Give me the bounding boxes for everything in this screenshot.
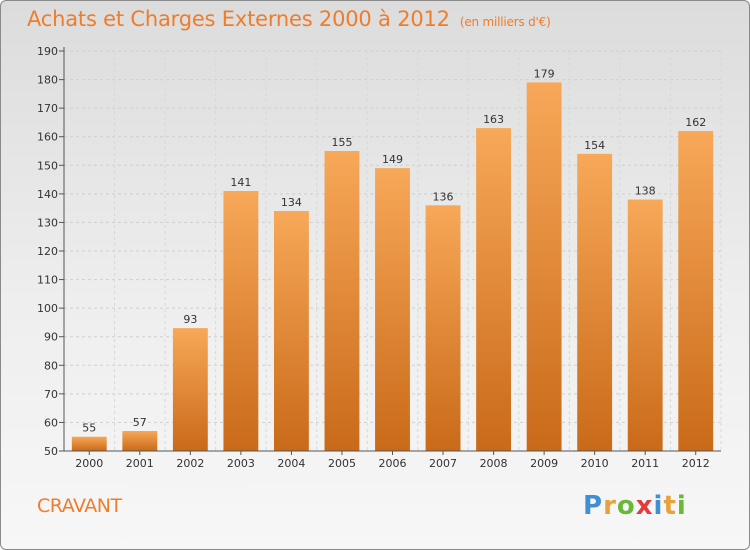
value-label-2008: 163 [483, 113, 504, 126]
x-tick-label-2009: 2009 [530, 457, 558, 470]
value-label-2001: 57 [133, 416, 147, 429]
y-tick-label: 60 [44, 416, 58, 429]
x-tick-label-2007: 2007 [429, 457, 457, 470]
y-tick-label: 70 [44, 388, 58, 401]
logo-letter: x [635, 491, 654, 521]
bar-2008 [476, 128, 512, 451]
y-tick-label: 170 [37, 102, 58, 115]
value-label-2012: 162 [685, 116, 706, 129]
value-label-2007: 136 [433, 190, 454, 203]
bar-2009 [526, 82, 562, 451]
value-label-2002: 93 [183, 313, 197, 326]
logo-letter: i [676, 491, 687, 521]
value-label-2005: 155 [331, 136, 352, 149]
value-label-2000: 55 [82, 422, 96, 435]
logo-letter: o [616, 491, 636, 521]
y-tick-label: 190 [37, 45, 58, 58]
bars [71, 82, 714, 451]
logo-letter: r [603, 491, 617, 521]
value-label-2010: 154 [584, 139, 605, 152]
chart-title-text: Achats et Charges Externes 2000 à 2012 [27, 7, 450, 31]
commune-name: CRAVANT [37, 495, 122, 517]
bar-2007 [425, 205, 461, 451]
value-label-2009: 179 [534, 67, 555, 80]
bar-2000 [71, 436, 107, 451]
bar-2001 [122, 431, 158, 451]
y-tick-label: 110 [37, 274, 58, 287]
x-tick-label-2005: 2005 [328, 457, 356, 470]
value-labels: 55 57 93 141 134 155 149 136 163 179 154 138 162 [82, 67, 706, 434]
y-tick-label: 120 [37, 245, 58, 258]
x-tick-label-2000: 2000 [75, 457, 103, 470]
value-label-2003: 141 [230, 176, 251, 189]
y-tick-label: 150 [37, 159, 58, 172]
x-tick-label-2003: 2003 [227, 457, 255, 470]
y-tick-label: 160 [37, 131, 58, 144]
x-tick-label-2012: 2012 [682, 457, 710, 470]
x-tick-label-2010: 2010 [581, 457, 609, 470]
y-tick-label: 90 [44, 331, 58, 344]
value-label-2006: 149 [382, 153, 403, 166]
proxiti-logo: Proxiti [583, 491, 687, 521]
bar-2010 [577, 153, 613, 451]
logo-letter: t [663, 491, 677, 521]
y-tick-label: 180 [37, 74, 58, 87]
chart-title: Achats et Charges Externes 2000 à 2012 (e… [27, 7, 551, 31]
y-tick-label: 140 [37, 188, 58, 201]
y-tick-label: 50 [44, 445, 58, 458]
x-tick-label-2001: 2001 [126, 457, 154, 470]
bar-2011 [627, 199, 663, 451]
x-tick-label-2011: 2011 [631, 457, 659, 470]
bar-2002 [172, 328, 208, 451]
x-tick-label-2004: 2004 [277, 457, 305, 470]
bar-2012 [678, 131, 714, 451]
bar-2003 [223, 191, 259, 451]
x-tick-label-2006: 2006 [379, 457, 407, 470]
bar-2006 [375, 168, 410, 451]
y-tick-label: 100 [37, 302, 58, 315]
y-tick-label: 80 [44, 359, 58, 372]
logo-letter: i [653, 491, 664, 521]
x-tick-label-2002: 2002 [176, 457, 204, 470]
x-tick-label-2008: 2008 [480, 457, 508, 470]
chart-subtitle: (en milliers d'€) [459, 15, 551, 29]
bar-2005 [324, 151, 360, 451]
value-label-2004: 134 [281, 196, 302, 209]
bar-2004 [273, 211, 309, 451]
logo-letter: P [583, 491, 604, 521]
value-label-2011: 138 [635, 185, 656, 198]
y-tick-label: 130 [37, 216, 58, 229]
axes: 50 60 70 80 90 100 110 120 130 140 150 160 170 180 190… [37, 45, 721, 470]
